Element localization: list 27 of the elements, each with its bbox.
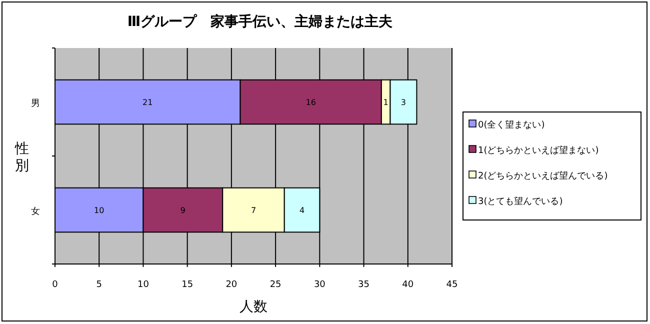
data-label: 1 xyxy=(383,98,388,107)
x-tick-label: 20 xyxy=(226,280,238,290)
y-axis-title: 性別 xyxy=(14,141,29,174)
legend-label: 3(とても望んでいる) xyxy=(478,196,563,207)
x-axis-title: 人数 xyxy=(240,299,268,315)
data-label: 10 xyxy=(94,206,104,215)
x-tick-label: 25 xyxy=(270,280,282,290)
x-tick-label: 30 xyxy=(314,280,326,290)
chart-title: Ⅲグループ 家事手伝い、主婦または主夫 xyxy=(127,13,394,30)
x-tick-label: 10 xyxy=(137,280,150,290)
data-label: 4 xyxy=(299,206,305,215)
legend-label: 2(どちらかといえば望んでいる) xyxy=(478,170,608,182)
x-tick-label: 5 xyxy=(96,280,102,290)
data-label: 21 xyxy=(142,98,153,107)
x-tick-label: 40 xyxy=(402,280,414,290)
legend-label: 0(全く望まない) xyxy=(478,120,545,130)
x-tick-label: 15 xyxy=(182,280,194,290)
legend-label: 1(どちらかといえば望まない) xyxy=(478,145,599,156)
data-label: 7 xyxy=(250,206,256,215)
y-tick-label: 男 xyxy=(31,98,40,109)
x-tick-label: 0 xyxy=(52,280,58,290)
data-label: 3 xyxy=(400,98,406,107)
x-tick-label: 35 xyxy=(358,280,370,290)
data-label: 9 xyxy=(180,206,186,215)
data-label: 16 xyxy=(306,98,316,107)
y-tick-label: 女 xyxy=(31,206,40,217)
x-tick-label: 45 xyxy=(446,280,458,290)
